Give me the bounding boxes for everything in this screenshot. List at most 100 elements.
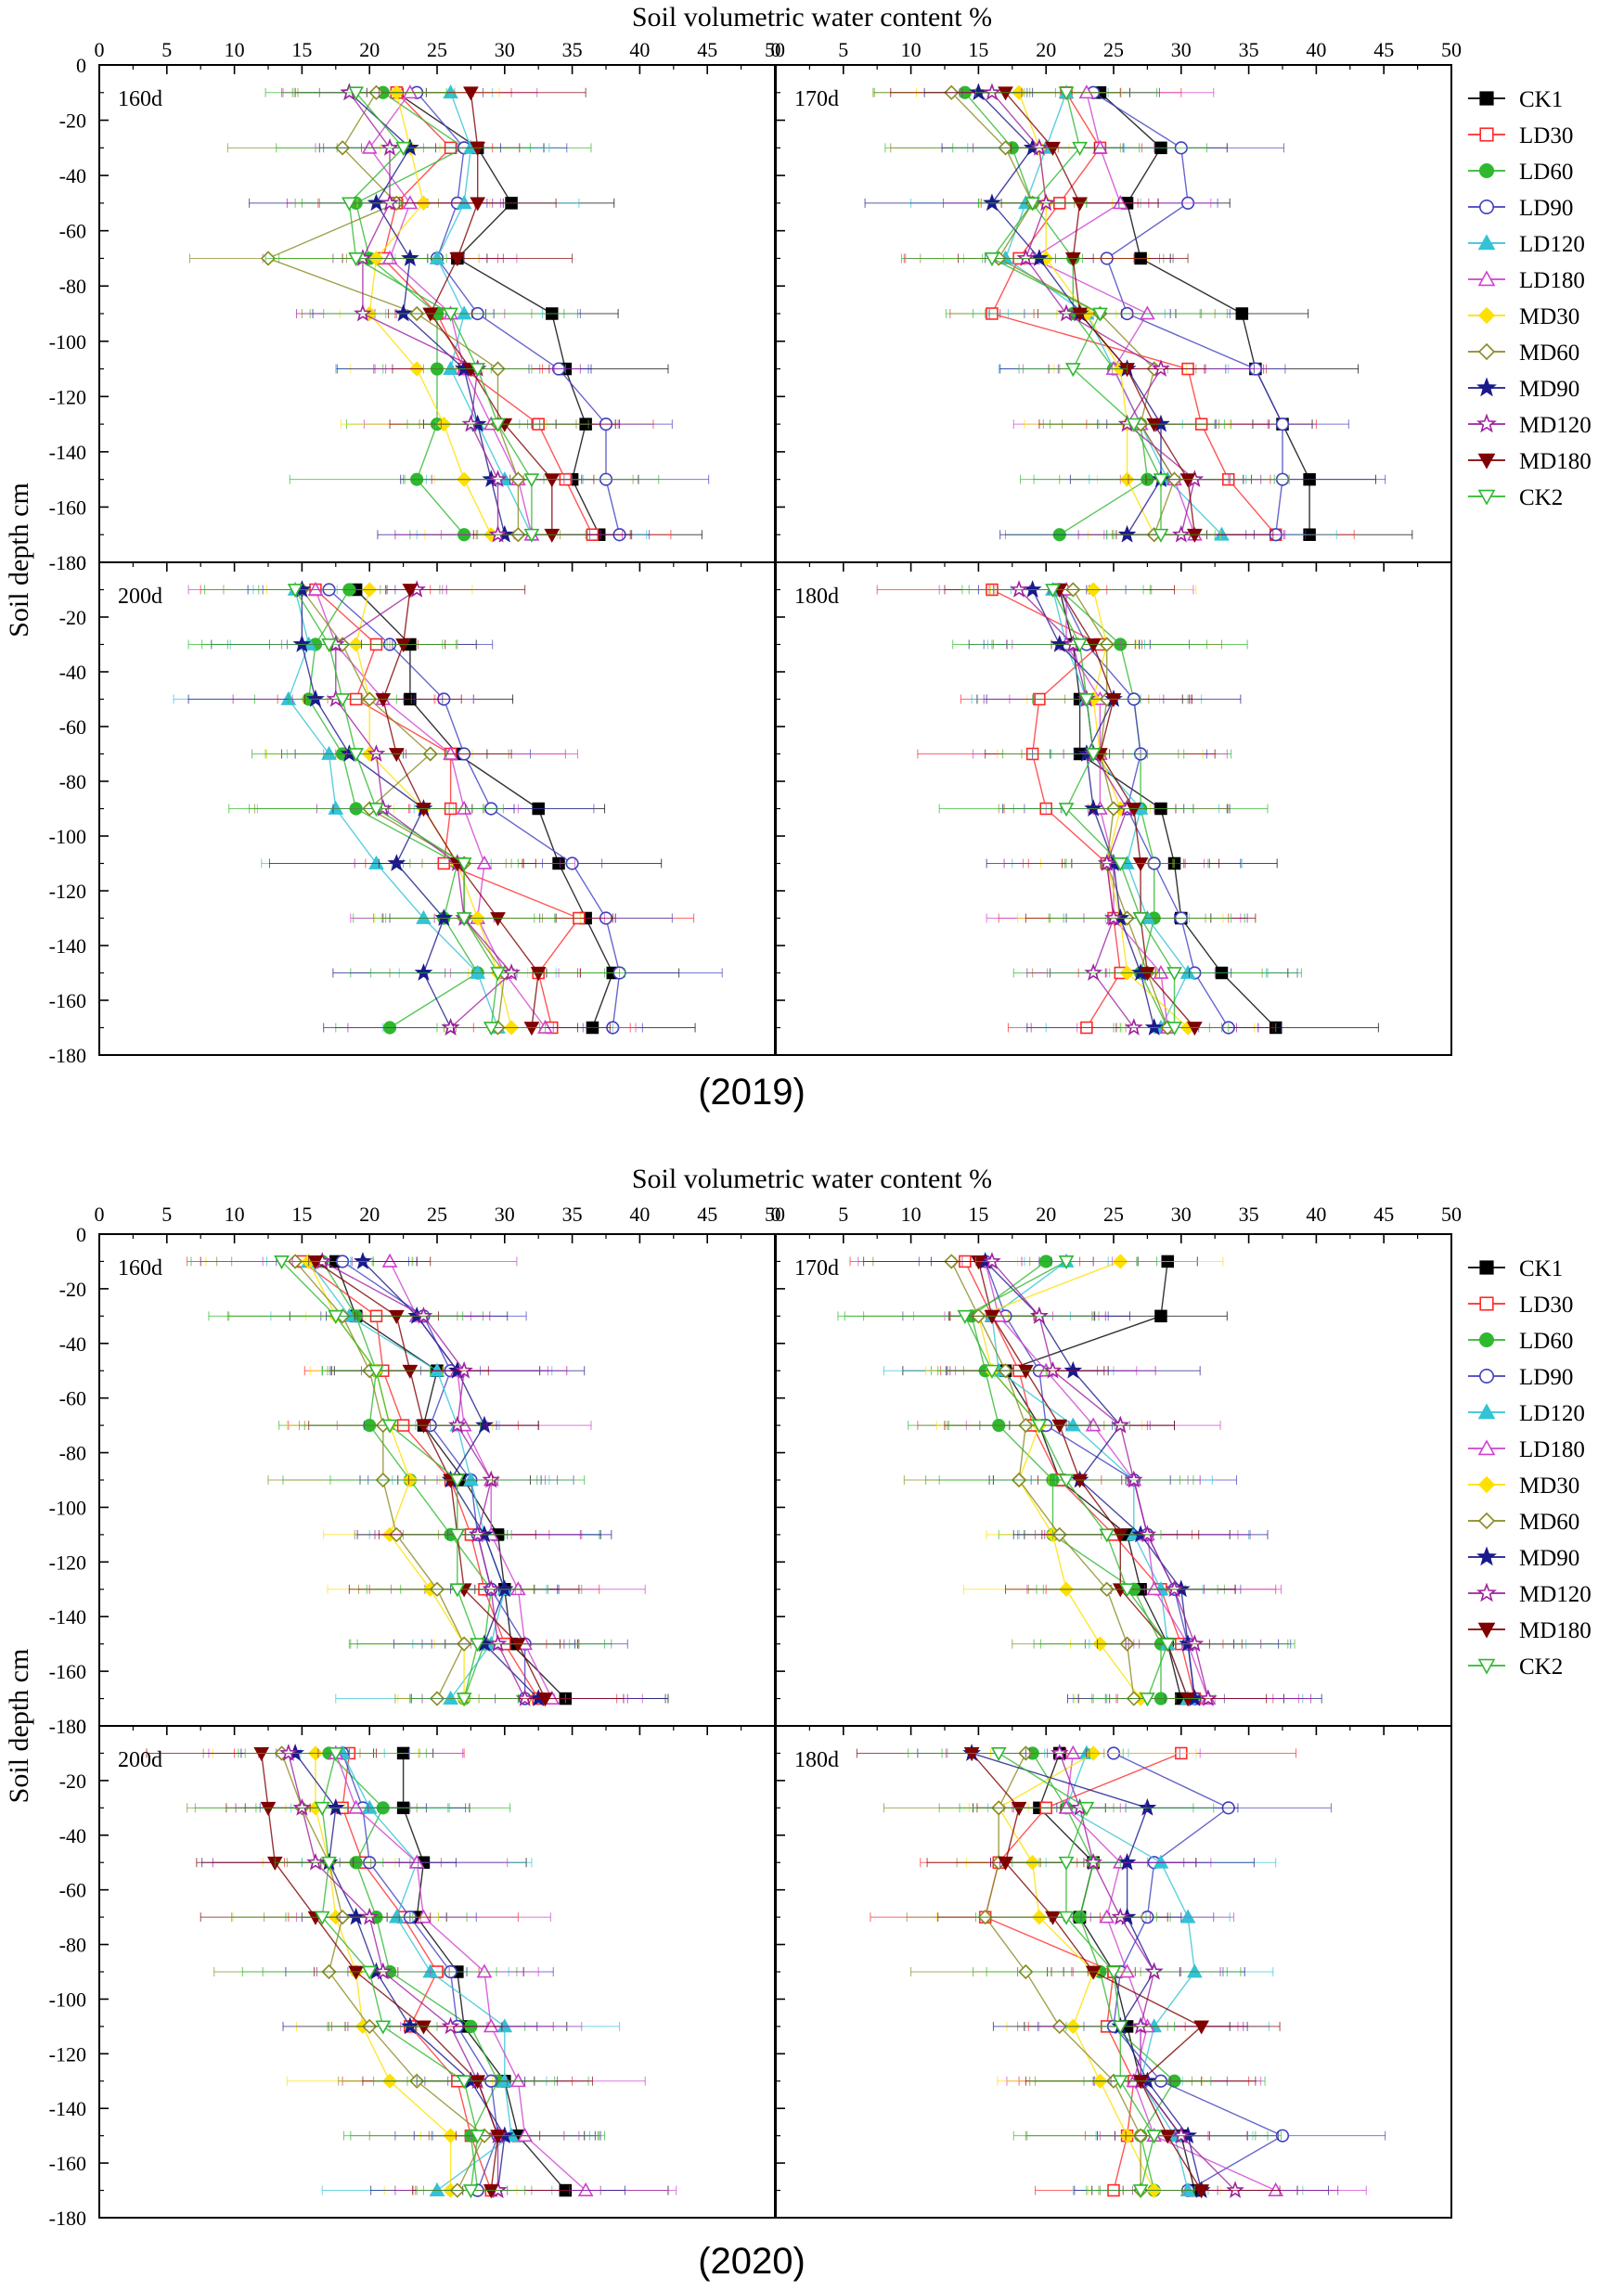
series-LD120 [883, 1253, 1304, 1705]
data-point [414, 963, 433, 981]
data-point [463, 2184, 479, 2199]
data-point [1214, 526, 1230, 541]
data-point [455, 1360, 473, 1379]
data-point [502, 963, 521, 981]
data-point [1171, 2126, 1191, 2144]
x-axis-title: Soil volumetric water content % [632, 2, 992, 32]
data-point [470, 1638, 486, 1653]
data-point [1166, 967, 1182, 982]
legend-item-MD90: MD90 [1468, 1546, 1579, 1571]
data-point [326, 1797, 345, 1816]
data-point [434, 908, 454, 926]
legend: CK1 LD30 LD60 LD90 LD120 LD180 MD30 MD60 MD90 MD1… [1468, 87, 1592, 510]
data-point [381, 250, 398, 264]
data-point [429, 1362, 445, 1377]
legend-marker [1477, 453, 1496, 470]
legend-label: CK1 [1519, 87, 1563, 112]
data-point [1037, 193, 1056, 212]
panel-label: 200d [118, 585, 162, 609]
data-point [510, 1581, 526, 1596]
data-point [416, 2020, 432, 2035]
data-point [983, 193, 1001, 212]
y-tick-label: -160 [49, 1660, 86, 1683]
x-tick-label: 35 [1239, 38, 1259, 61]
year-caption: (2019) [698, 1072, 806, 1113]
legend-item-CK1: CK1 [1468, 87, 1563, 112]
data-point [393, 303, 413, 322]
data-point [292, 635, 312, 652]
x-tick-label: 25 [427, 1203, 447, 1226]
data-point [544, 473, 561, 488]
legend-label: LD90 [1519, 1365, 1573, 1390]
legend-item-LD120: LD120 [1468, 232, 1585, 257]
data-point [984, 1364, 1000, 1379]
legend-label: MD30 [1519, 1474, 1579, 1499]
data-point [395, 141, 411, 156]
data-point [475, 1415, 494, 1434]
data-point [328, 800, 344, 815]
data-point [1092, 307, 1108, 322]
data-point [321, 1856, 337, 1871]
data-point [483, 2184, 499, 2199]
legend-marker [1476, 1546, 1497, 1566]
series-MD180 [856, 1747, 1281, 2199]
y-tick-label: -20 [59, 1770, 86, 1793]
data-point [1045, 584, 1061, 598]
x-tick-label: 25 [427, 38, 447, 61]
y-tick-label: -140 [49, 2097, 86, 2120]
data-point [1119, 1583, 1135, 1598]
data-point [1185, 1634, 1205, 1653]
data-point [1045, 1911, 1061, 1925]
series-CK2 [938, 584, 1302, 1036]
year-caption: (2020) [698, 2241, 806, 2282]
data-point [483, 1022, 499, 1036]
x-tick-label: 35 [562, 38, 583, 61]
data-point [381, 1419, 398, 1434]
data-point [416, 1909, 432, 1924]
legend-marker [1477, 1622, 1496, 1639]
x-tick-label: 0 [95, 1203, 105, 1226]
data-point [1058, 803, 1075, 817]
data-point [1275, 418, 1290, 431]
data-point [1016, 249, 1036, 266]
series-CK2 [194, 1747, 606, 2199]
data-point [1030, 137, 1049, 156]
data-point [408, 1854, 425, 1869]
data-point [1179, 964, 1196, 979]
x-tick-label: 30 [1171, 38, 1192, 61]
legend-label: LD30 [1519, 1293, 1573, 1318]
series-MD90 [864, 83, 1255, 543]
x-tick-label: 20 [1036, 1203, 1056, 1226]
legend-marker [1477, 1439, 1496, 1456]
data-point [470, 197, 486, 212]
data-point [361, 1799, 378, 1814]
y-tick-label: -60 [59, 715, 86, 739]
data-point [416, 1419, 432, 1434]
data-point [381, 1253, 398, 1268]
data-point [402, 584, 419, 598]
legend-label: MD120 [1519, 413, 1592, 438]
data-point [517, 2128, 533, 2143]
data-point [1064, 1744, 1081, 1759]
data-point [1099, 1528, 1115, 1543]
data-point [1119, 1963, 1135, 1978]
x-tick-label: 5 [838, 1203, 848, 1226]
legend-marker [1479, 91, 1494, 106]
x-tick-label: 40 [629, 1203, 650, 1226]
data-point [348, 1965, 364, 1980]
data-point [414, 1306, 433, 1324]
panel-label: 170d [794, 1256, 839, 1281]
legend-item-MD180: MD180 [1468, 449, 1592, 474]
series-CK2 [190, 1255, 606, 1707]
panel-2019-200d: 0 -20 -40 -60 -80 -100 -120 -140 -160 -180 200d [49, 551, 776, 1067]
y-tick-label: -60 [59, 220, 86, 243]
x-tick-label: 15 [968, 1203, 988, 1226]
data-point [395, 638, 411, 653]
data-point [1084, 799, 1103, 817]
legend-marker [1477, 489, 1496, 506]
data-point [1072, 197, 1088, 212]
data-point [456, 912, 472, 927]
x-tick-label: 25 [1103, 38, 1124, 61]
data-point [1153, 964, 1169, 979]
data-point [1064, 1417, 1081, 1432]
